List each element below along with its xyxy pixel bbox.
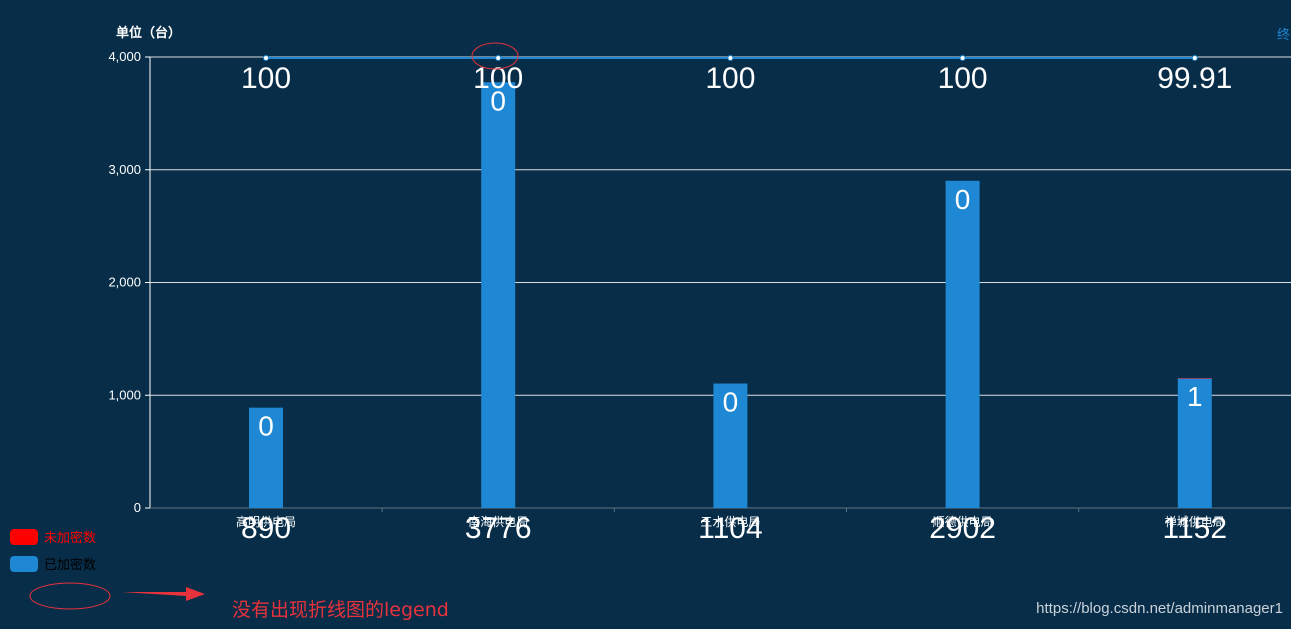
annotation-text: 没有出现折线图的legend (232, 595, 449, 622)
line-point (1192, 56, 1197, 61)
line-point (960, 56, 965, 61)
line-point (496, 56, 501, 61)
bar-value-label: 1 (1187, 381, 1203, 412)
bar-value-label: 0 (258, 411, 274, 442)
y-tick-label: 3,000 (108, 162, 141, 177)
y-tick-label: 0 (134, 500, 141, 515)
y-tick-label: 1,000 (108, 387, 141, 402)
bar-encrypted (481, 82, 515, 508)
line-value-label: 99.91 (1157, 62, 1232, 95)
x-category-label: 禅城供电局 (1165, 515, 1225, 529)
bar-value-label: 0 (955, 184, 971, 215)
y-axis-unit-label: 单位（台） (116, 25, 181, 41)
legend-swatch-blue-icon (10, 556, 38, 572)
line-value-label: 100 (705, 62, 755, 95)
legend-swatch-red-icon (10, 529, 38, 545)
legend-line-series-partial[interactable]: 终 (1277, 24, 1291, 43)
legend-item-unencrypted[interactable]: 未加密数 (10, 527, 96, 546)
legend-label-encrypted: 已加密数 (44, 554, 96, 573)
bar-encrypted (946, 181, 980, 508)
line-value-label: 100 (938, 62, 988, 95)
watermark: https://blog.csdn.net/adminmanager1 (1036, 600, 1283, 617)
line-point (264, 56, 269, 61)
y-tick-label: 4,000 (108, 49, 141, 64)
y-tick-label: 2,000 (108, 275, 141, 290)
x-category-label: 顺德供电局 (933, 514, 993, 529)
line-point (728, 56, 733, 61)
bar-value-label: 0 (723, 387, 739, 418)
legend-label-unencrypted: 未加密数 (44, 527, 96, 546)
bar-unencrypted (1178, 378, 1212, 379)
x-category-label: 高明供电局 (236, 514, 296, 529)
x-category-label: 三水供电局 (700, 515, 760, 529)
legend-item-encrypted[interactable]: 已加密数 (10, 554, 96, 573)
line-value-label: 100 (473, 62, 523, 95)
x-category-label: 南海供电局 (468, 514, 528, 529)
line-value-label: 100 (241, 62, 291, 95)
